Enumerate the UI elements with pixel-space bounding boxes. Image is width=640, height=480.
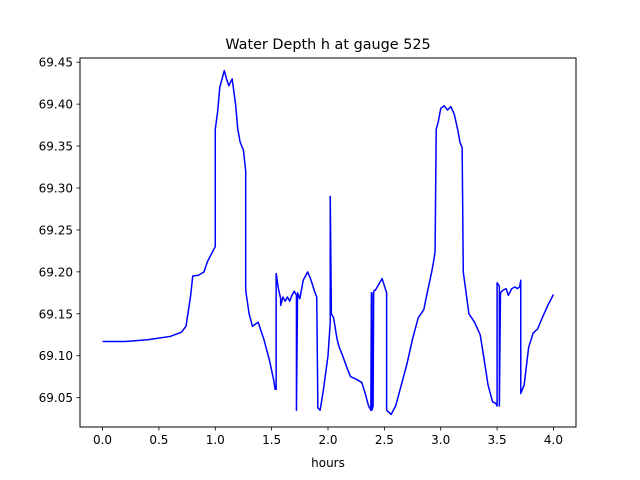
chart-title: Water Depth h at gauge 525	[225, 37, 430, 53]
y-axis-ticks: 69.05 69.10 69.15 69.20 69.25 69.30 69.35 69.40…	[39, 56, 80, 405]
y-tick-label: 69.20	[39, 265, 73, 279]
y-tick-label: 69.10	[39, 349, 73, 363]
y-tick-label: 69.15	[39, 307, 73, 321]
x-axis-label: hours	[311, 456, 345, 470]
x-axis-ticks: 0.0 0.5 1.0 1.5 2.0 2.5 3.0 3.5 4.0	[93, 427, 563, 447]
y-tick-label: 69.40	[39, 98, 73, 112]
plot-frame	[79, 57, 577, 428]
x-tick-label: 3.0	[431, 433, 450, 447]
x-tick-label: 0.0	[93, 433, 112, 447]
x-tick-label: 1.5	[262, 433, 281, 447]
x-tick-label: 3.5	[488, 433, 507, 447]
x-tick-label: 2.5	[375, 433, 394, 447]
y-tick-label: 69.45	[39, 56, 73, 70]
x-tick-label: 1.0	[206, 433, 225, 447]
series-layer	[102, 69, 555, 416]
x-tick-label: 0.5	[149, 433, 168, 447]
x-tick-label: 2.0	[318, 433, 337, 447]
y-tick-label: 69.30	[39, 181, 73, 195]
series-line-0	[102, 69, 555, 416]
y-tick-label: 69.25	[39, 223, 73, 237]
y-tick-label: 69.05	[39, 391, 73, 405]
y-tick-label: 69.35	[39, 140, 73, 154]
x-tick-label: 4.0	[544, 433, 563, 447]
